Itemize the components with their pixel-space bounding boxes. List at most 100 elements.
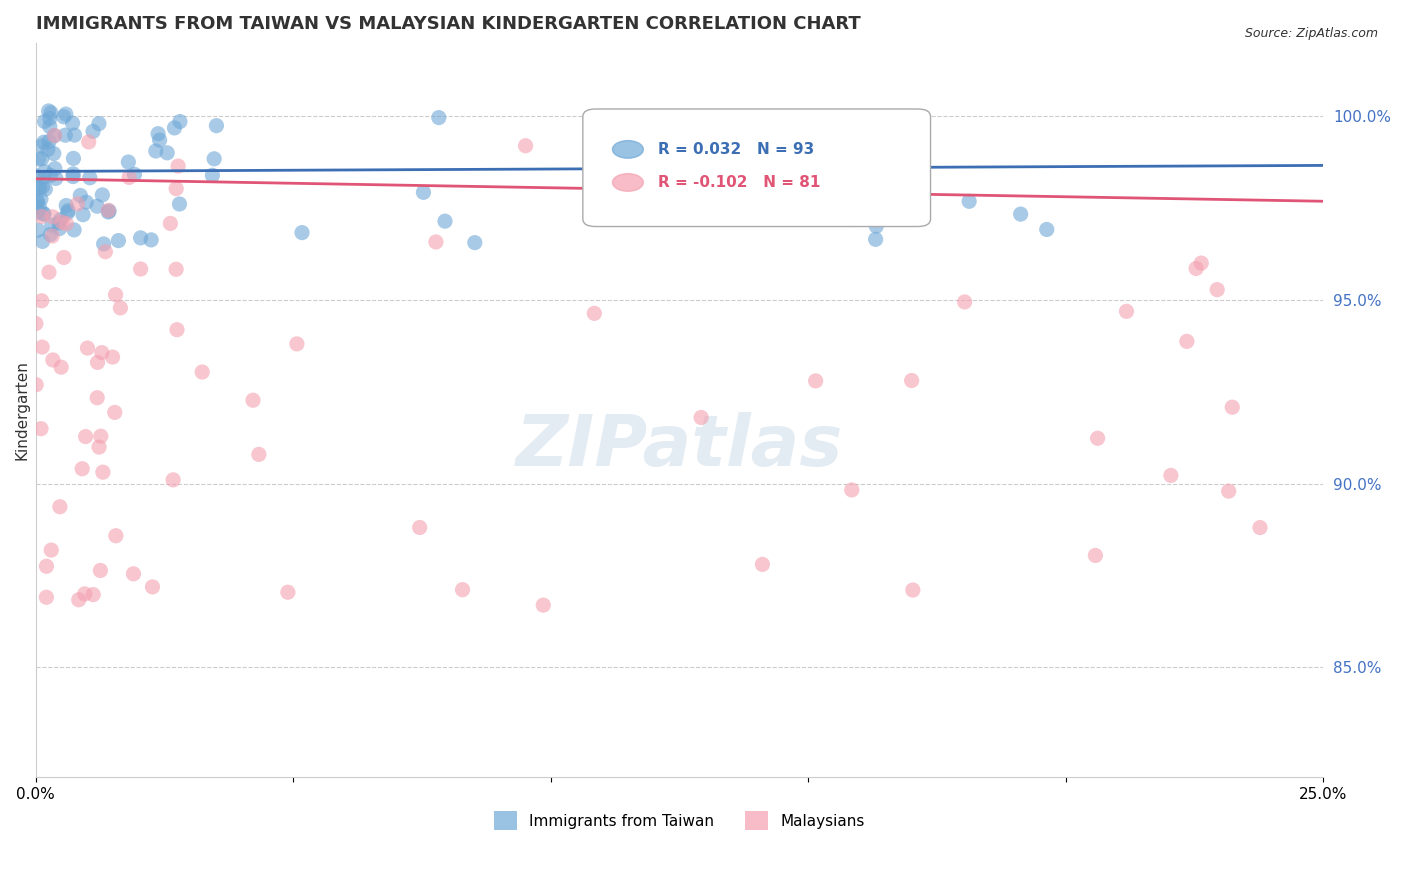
Circle shape: [613, 174, 644, 191]
Immigrants from Taiwan: [48, 216, 70, 230]
Malaysians: [91, 465, 114, 479]
Immigrants from Taiwan: [62, 116, 84, 130]
Immigrants from Taiwan: [44, 161, 66, 176]
Immigrants from Taiwan: [145, 144, 167, 158]
Malaysians: [31, 293, 53, 308]
Legend: Immigrants from Taiwan, Malaysians: Immigrants from Taiwan, Malaysians: [488, 805, 870, 836]
Immigrants from Taiwan: [1010, 207, 1032, 221]
Immigrants from Taiwan: [39, 227, 62, 242]
Immigrants from Taiwan: [427, 111, 450, 125]
Malaysians: [77, 135, 100, 149]
Immigrants from Taiwan: [53, 128, 76, 143]
Malaysians: [86, 391, 108, 405]
Malaysians: [690, 410, 713, 425]
Malaysians: [122, 566, 145, 581]
Malaysians: [165, 181, 187, 195]
Immigrants from Taiwan: [841, 212, 863, 227]
Immigrants from Taiwan: [169, 197, 191, 211]
Malaysians: [44, 128, 66, 143]
Malaysians: [90, 345, 112, 359]
Malaysians: [900, 374, 922, 388]
Immigrants from Taiwan: [28, 152, 51, 166]
Malaysians: [67, 592, 90, 607]
Malaysians: [82, 588, 104, 602]
Immigrants from Taiwan: [42, 146, 65, 161]
Malaysians: [41, 210, 63, 224]
Malaysians: [1189, 256, 1212, 270]
Text: R = 0.032   N = 93: R = 0.032 N = 93: [658, 142, 814, 157]
Malaysians: [162, 473, 184, 487]
Immigrants from Taiwan: [433, 214, 456, 228]
Malaysians: [451, 582, 474, 597]
Immigrants from Taiwan: [149, 133, 172, 147]
Immigrants from Taiwan: [86, 199, 108, 213]
Immigrants from Taiwan: [27, 179, 49, 194]
Immigrants from Taiwan: [28, 181, 51, 195]
Immigrants from Taiwan: [48, 221, 70, 235]
Malaysians: [1084, 549, 1107, 563]
Immigrants from Taiwan: [45, 171, 67, 186]
Immigrants from Taiwan: [34, 114, 56, 128]
Malaysians: [76, 341, 98, 355]
Immigrants from Taiwan: [39, 105, 62, 120]
Immigrants from Taiwan: [32, 207, 55, 221]
Malaysians: [101, 350, 124, 364]
Text: Source: ZipAtlas.com: Source: ZipAtlas.com: [1244, 27, 1378, 40]
Malaysians: [97, 203, 120, 218]
Immigrants from Taiwan: [69, 188, 91, 202]
Immigrants from Taiwan: [129, 231, 152, 245]
Malaysians: [804, 374, 827, 388]
Immigrants from Taiwan: [31, 139, 53, 153]
Immigrants from Taiwan: [27, 194, 49, 209]
Malaysians: [242, 393, 264, 408]
Text: IMMIGRANTS FROM TAIWAN VS MALAYSIAN KINDERGARTEN CORRELATION CHART: IMMIGRANTS FROM TAIWAN VS MALAYSIAN KIND…: [35, 15, 860, 33]
Immigrants from Taiwan: [41, 218, 63, 232]
Malaysians: [1218, 484, 1240, 499]
Immigrants from Taiwan: [82, 124, 104, 138]
Malaysians: [66, 196, 89, 211]
Immigrants from Taiwan: [49, 212, 72, 227]
Immigrants from Taiwan: [163, 120, 186, 135]
Malaysians: [1175, 334, 1198, 349]
Malaysians: [1249, 520, 1271, 534]
Immigrants from Taiwan: [75, 195, 97, 210]
Malaysians: [425, 235, 447, 249]
Immigrants from Taiwan: [27, 223, 49, 237]
Malaysians: [159, 216, 181, 230]
Malaysians: [531, 598, 554, 612]
Immigrants from Taiwan: [28, 200, 51, 214]
Malaysians: [104, 405, 127, 419]
Immigrants from Taiwan: [911, 165, 934, 179]
Immigrants from Taiwan: [79, 170, 101, 185]
Malaysians: [110, 301, 132, 315]
Malaysians: [583, 306, 606, 320]
Immigrants from Taiwan: [44, 128, 66, 143]
FancyBboxPatch shape: [583, 109, 931, 227]
Immigrants from Taiwan: [38, 103, 60, 118]
Immigrants from Taiwan: [117, 155, 139, 169]
Immigrants from Taiwan: [93, 236, 115, 251]
Malaysians: [35, 559, 58, 574]
Malaysians: [75, 429, 97, 443]
Malaysians: [167, 159, 190, 173]
Malaysians: [409, 520, 432, 534]
Immigrants from Taiwan: [169, 114, 191, 128]
Immigrants from Taiwan: [62, 152, 84, 166]
Malaysians: [25, 317, 48, 331]
Immigrants from Taiwan: [291, 226, 314, 240]
Malaysians: [35, 591, 58, 605]
Immigrants from Taiwan: [32, 207, 55, 221]
Malaysians: [1087, 431, 1109, 445]
Malaysians: [38, 265, 60, 279]
Malaysians: [1185, 261, 1208, 276]
Immigrants from Taiwan: [146, 127, 169, 141]
Immigrants from Taiwan: [202, 152, 225, 166]
Immigrants from Taiwan: [62, 167, 84, 181]
Immigrants from Taiwan: [25, 194, 48, 208]
Immigrants from Taiwan: [27, 205, 49, 219]
Immigrants from Taiwan: [55, 107, 77, 121]
Malaysians: [129, 262, 152, 277]
Immigrants from Taiwan: [39, 169, 62, 183]
Immigrants from Taiwan: [63, 223, 86, 237]
Immigrants from Taiwan: [201, 169, 224, 183]
